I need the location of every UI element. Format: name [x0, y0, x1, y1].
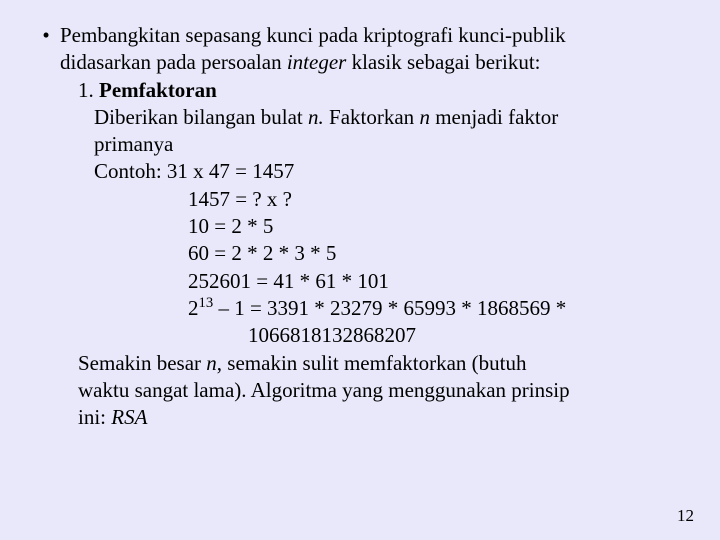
line-8: 10 = 2 * 5 [60, 213, 688, 240]
line-5: primanya [60, 131, 688, 158]
line-3: 1. Pemfaktoran [60, 77, 688, 104]
line-4: Diberikan bilangan bulat n. Faktorkan n … [60, 104, 688, 131]
line-1: Pembangkitan sepasang kunci pada kriptog… [60, 22, 688, 49]
line-9: 60 = 2 * 2 * 3 * 5 [60, 240, 688, 267]
line-10: 252601 = 41 * 61 * 101 [60, 268, 688, 295]
line-15: ini: RSA [60, 404, 688, 431]
line-12: 1066818132868207 [60, 322, 688, 349]
bullet-item: • Pembangkitan sepasang kunci pada kript… [32, 22, 688, 431]
line-6: Contoh: 31 x 47 = 1457 [60, 158, 688, 185]
bullet-content: Pembangkitan sepasang kunci pada kriptog… [60, 22, 688, 431]
slide-body: • Pembangkitan sepasang kunci pada kript… [0, 0, 720, 540]
bullet-glyph: • [32, 22, 60, 49]
line-2: didasarkan pada persoalan integer klasik… [60, 49, 688, 76]
line-14: waktu sangat lama). Algoritma yang mengg… [60, 377, 688, 404]
line-11: 213 – 1 = 3391 * 23279 * 65993 * 1868569… [60, 295, 688, 322]
line-13: Semakin besar n, semakin sulit memfaktor… [60, 350, 688, 377]
page-number: 12 [677, 506, 694, 526]
line-7: 1457 = ? x ? [60, 186, 688, 213]
